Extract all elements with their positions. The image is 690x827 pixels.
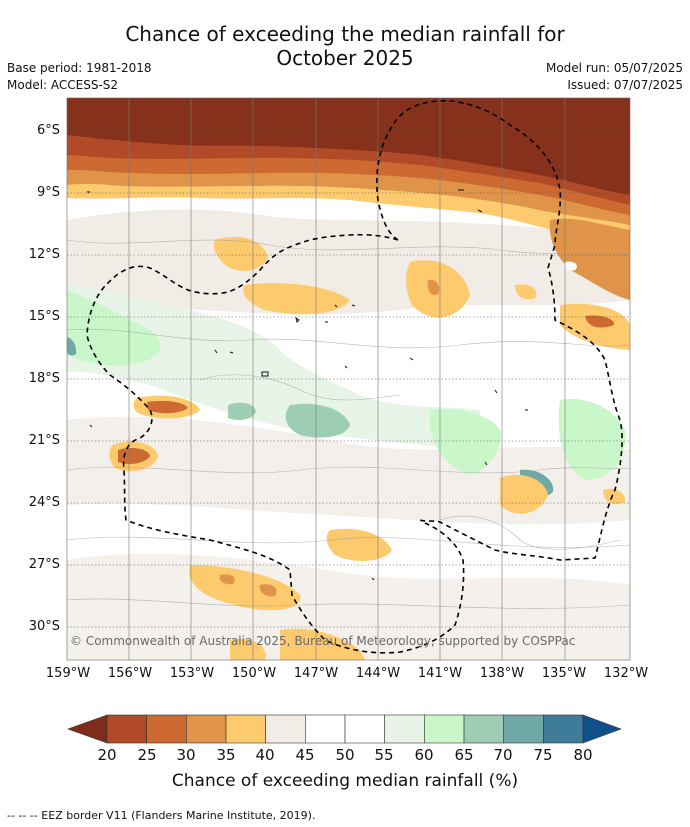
map-title: Chance of exceeding the median rainfall …: [0, 22, 690, 70]
colorbar-swatch: [225, 714, 266, 744]
colorbar-tick: 50: [335, 746, 355, 764]
lon-label-135w: 135°W: [541, 666, 587, 681]
lon-label-156w: 156°W: [107, 666, 153, 681]
colorbar-swatch: [344, 714, 385, 744]
meridians: [128, 98, 566, 660]
lat-label-12s: 12°S: [28, 247, 60, 262]
colorbar-tick: 45: [295, 746, 315, 764]
model-run: Model run: 05/07/2025: [545, 61, 683, 75]
colorbar-tick: 70: [493, 746, 513, 764]
lat-label-9s: 9°S: [36, 185, 60, 200]
copyright-notice: © Commonwealth of Australia 2025, Bureau…: [70, 634, 576, 648]
lon-label-144w: 144°W: [355, 666, 401, 681]
lon-label-159w: 159°W: [45, 666, 91, 681]
colorbar-tick: 30: [176, 746, 196, 764]
model-name: Model: ACCESS-S2: [7, 78, 119, 92]
lat-label-24s: 24°S: [28, 495, 60, 510]
lon-label-141w: 141°W: [417, 666, 463, 681]
meta-left: Base period: 1981-2018 Model: ACCESS-S2: [7, 60, 152, 94]
colorbar-tick: 40: [255, 746, 275, 764]
lon-label-147w: 147°W: [293, 666, 339, 681]
lon-label-138w: 138°W: [479, 666, 525, 681]
colorbar-swatch: [265, 714, 306, 744]
colorbar-tick: 55: [374, 746, 394, 764]
colorbar: [67, 714, 622, 744]
lat-label-18s: 18°S: [28, 371, 60, 386]
colorbar-swatch: [543, 714, 584, 744]
lat-label-21s: 21°S: [28, 433, 60, 448]
colorbar-swatch: [186, 714, 227, 744]
lat-label-30s: 30°S: [28, 619, 60, 634]
colorbar-tick: 60: [414, 746, 434, 764]
colorbar-over-arrow: [582, 714, 622, 744]
colorbar-tick: 20: [97, 746, 117, 764]
base-period: Base period: 1981-2018: [7, 61, 152, 75]
colorbar-swatch: [424, 714, 465, 744]
colorbar-swatch: [106, 714, 147, 744]
colorbar-tick: 65: [454, 746, 474, 764]
title-line-2: October 2025: [276, 46, 414, 70]
colorbar-swatch: [463, 714, 504, 744]
colorbar-swatch: [146, 714, 187, 744]
colorbar-tick: 35: [216, 746, 236, 764]
colorbar-under-arrow: [67, 714, 108, 744]
lat-label-15s: 15°S: [28, 309, 60, 324]
eez-footnote: -- -- -- EEZ border V11 (Flanders Marine…: [7, 809, 316, 822]
map-frame: [66, 97, 631, 661]
issued-date: Issued: 07/07/2025: [567, 78, 683, 92]
colorbar-swatch: [503, 714, 544, 744]
map-field: [67, 98, 630, 660]
colorbar-tick: 80: [573, 746, 593, 764]
colorbar-swatch: [305, 714, 346, 744]
lat-label-6s: 6°S: [36, 123, 60, 138]
colorbar-tick: 25: [137, 746, 157, 764]
title-line-1: Chance of exceeding the median rainfall …: [125, 22, 565, 46]
rainfall-map: [66, 97, 631, 661]
lat-label-27s: 27°S: [28, 557, 60, 572]
colorbar-swatch: [384, 714, 425, 744]
lon-label-132w: 132°W: [603, 666, 649, 681]
eez-borders: [86, 100, 623, 654]
graticule: [67, 130, 630, 628]
colorbar-tick: 75: [533, 746, 553, 764]
colorbar-title: Chance of exceeding median rainfall (%): [171, 771, 519, 791]
meta-right: Model run: 05/07/2025 Issued: 07/07/2025: [546, 60, 683, 94]
lon-label-150w: 150°W: [231, 666, 277, 681]
lon-label-153w: 153°W: [169, 666, 215, 681]
